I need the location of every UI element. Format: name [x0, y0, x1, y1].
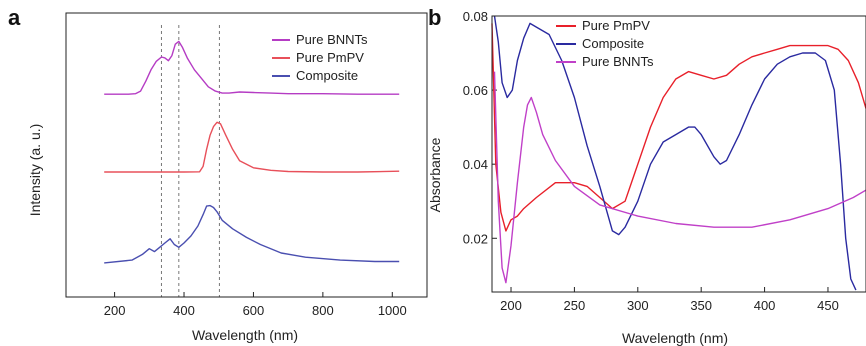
legend-label-b-2: Pure BNNTs [582, 54, 654, 69]
panel-b-x-tick-label-4: 400 [754, 298, 776, 313]
panel-a-series-1 [104, 121, 400, 173]
panel-b-series-0 [491, 23, 866, 232]
legend-label-a-2: Composite [296, 68, 358, 83]
panel-a-y-axis-label: Intensity (a. u.) [27, 124, 43, 217]
panel-b-y-axis-label: Absorbance [427, 137, 443, 212]
panel-b-x-tick-label-5: 450 [817, 298, 839, 313]
panel-a-frame [65, 12, 428, 298]
panel-b-legend: Pure PmPV Composite Pure BNNTs [556, 18, 654, 69]
panel-b-x-tick-label-2: 300 [627, 298, 649, 313]
panel-a-x-axis-label: Wavelength (nm) [192, 327, 298, 343]
panel-a-x-tick-label-3: 800 [312, 303, 334, 318]
legend-label-a-1: Pure PmPV [296, 50, 364, 65]
panel-a-x-tick-label-1: 400 [173, 303, 195, 318]
panel-a-x-tick-label-4: 1000 [378, 303, 407, 318]
panel-a-series-0 [104, 40, 400, 95]
panel-a-x-tick-label-2: 600 [243, 303, 265, 318]
panel-b-x-tick-label-0: 200 [500, 298, 522, 313]
legend-label-b-1: Composite [582, 36, 644, 51]
legend-label-b-0: Pure PmPV [582, 18, 650, 33]
panel-b-y-tick-label-0: 0.02 [463, 231, 488, 246]
panel-b-ticks: 200 250 300 350 400 450 0.02 0.04 0.06 0.08 [463, 9, 839, 313]
panel-a-series [104, 40, 400, 264]
panel-a-series-2 [104, 204, 400, 264]
panel-b-letter: b [428, 5, 441, 30]
panel-b-series [491, 15, 866, 291]
legend-label-a-0: Pure BNNTs [296, 32, 368, 47]
panel-a: a Intensity (a. u.) Wavelength (nm) 200 4… [8, 5, 428, 343]
panel-b-y-tick-label-2: 0.06 [463, 83, 488, 98]
panel-b: b Absorbance Wavelength (nm) 200 250 300 35… [427, 5, 866, 346]
panel-b-x-tick-label-1: 250 [564, 298, 586, 313]
panel-b-series-2 [493, 71, 866, 284]
panel-b-x-axis-label: Wavelength (nm) [622, 330, 728, 346]
panel-b-y-tick-label-1: 0.04 [463, 157, 488, 172]
panel-a-x-tick-label-0: 200 [104, 303, 126, 318]
panel-b-x-tick-label-3: 350 [690, 298, 712, 313]
panel-b-series-1 [493, 15, 857, 291]
panel-a-reference-lines [160, 25, 220, 297]
panel-a-legend: Pure BNNTs Pure PmPV Composite [272, 32, 368, 83]
panel-b-y-tick-label-3: 0.08 [463, 9, 488, 24]
panel-a-letter: a [8, 5, 21, 30]
panel-b-frame [491, 15, 866, 293]
panel-a-ticks: 200 400 600 800 1000 [104, 292, 407, 318]
